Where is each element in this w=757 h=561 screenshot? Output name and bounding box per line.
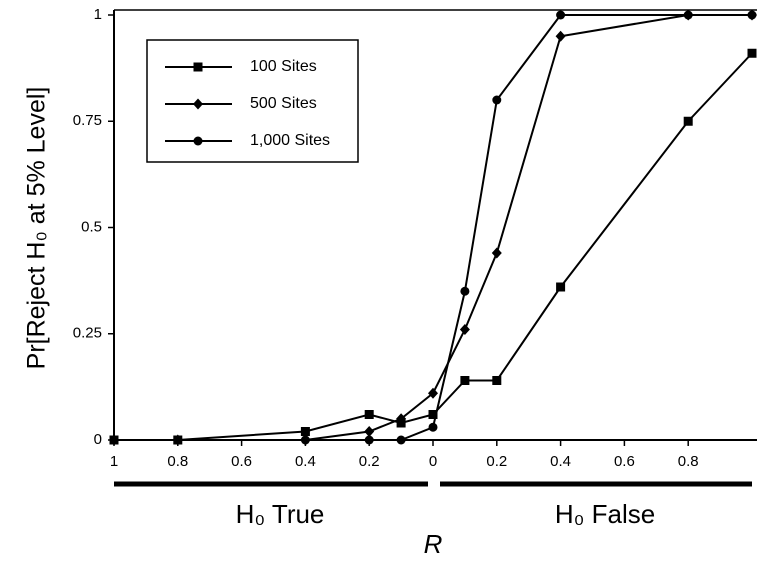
y-axis-label: Pr[Reject H₀ at 5% Level] xyxy=(23,87,51,370)
legend-label: 100 Sites xyxy=(250,58,317,75)
x-tick-label: 0.2 xyxy=(359,453,380,470)
y-tick-label: 0 xyxy=(94,431,102,448)
x-tick-label: 0.6 xyxy=(614,453,635,470)
annotation: H₀ False xyxy=(555,499,655,529)
marker xyxy=(396,413,407,425)
marker xyxy=(492,376,502,385)
marker xyxy=(428,422,438,432)
axis-frame xyxy=(113,10,757,441)
marker xyxy=(459,324,470,335)
legend-box xyxy=(146,39,359,163)
marker xyxy=(364,410,374,419)
marker xyxy=(396,435,406,445)
y-tick-label: 0.5 xyxy=(81,218,102,235)
marker xyxy=(109,435,119,445)
annotation: H₀ True xyxy=(236,499,325,529)
marker xyxy=(193,98,203,110)
x-tick-label: 0.4 xyxy=(295,453,316,470)
marker xyxy=(364,426,375,437)
x-tick-label: 0.4 xyxy=(550,453,571,470)
x-tick-label: 0.8 xyxy=(167,453,188,470)
marker xyxy=(173,435,183,445)
x-tick-label: 0.6 xyxy=(231,453,252,470)
legend-label: 1,000 Sites xyxy=(250,132,330,149)
marker xyxy=(747,48,757,58)
marker xyxy=(491,247,502,259)
marker xyxy=(492,95,502,105)
marker xyxy=(556,10,566,20)
y-tick-label: 0.75 xyxy=(73,112,102,129)
marker xyxy=(460,376,470,385)
x-tick-label: 0.2 xyxy=(486,453,507,470)
marker xyxy=(300,427,310,436)
legend-label: 500 Sites xyxy=(250,95,317,112)
series-line xyxy=(114,14,752,441)
x-tick-label: 1 xyxy=(110,453,118,470)
marker xyxy=(428,410,438,419)
series-line xyxy=(114,14,752,441)
marker xyxy=(556,282,566,292)
marker xyxy=(428,387,438,399)
marker xyxy=(300,435,310,445)
marker xyxy=(683,10,693,20)
marker xyxy=(193,62,203,72)
marker xyxy=(193,136,203,146)
x-tick-label: 0 xyxy=(429,453,437,470)
marker xyxy=(460,286,470,296)
y-tick-label: 1 xyxy=(94,6,102,23)
marker xyxy=(364,435,374,445)
x-tick-label: 0.8 xyxy=(678,453,699,470)
marker xyxy=(555,30,566,42)
marker xyxy=(747,10,757,20)
y-tick-label: 0.25 xyxy=(73,325,102,342)
x-axis-label: R xyxy=(424,529,443,559)
marker xyxy=(683,116,693,126)
series-line xyxy=(114,52,753,441)
